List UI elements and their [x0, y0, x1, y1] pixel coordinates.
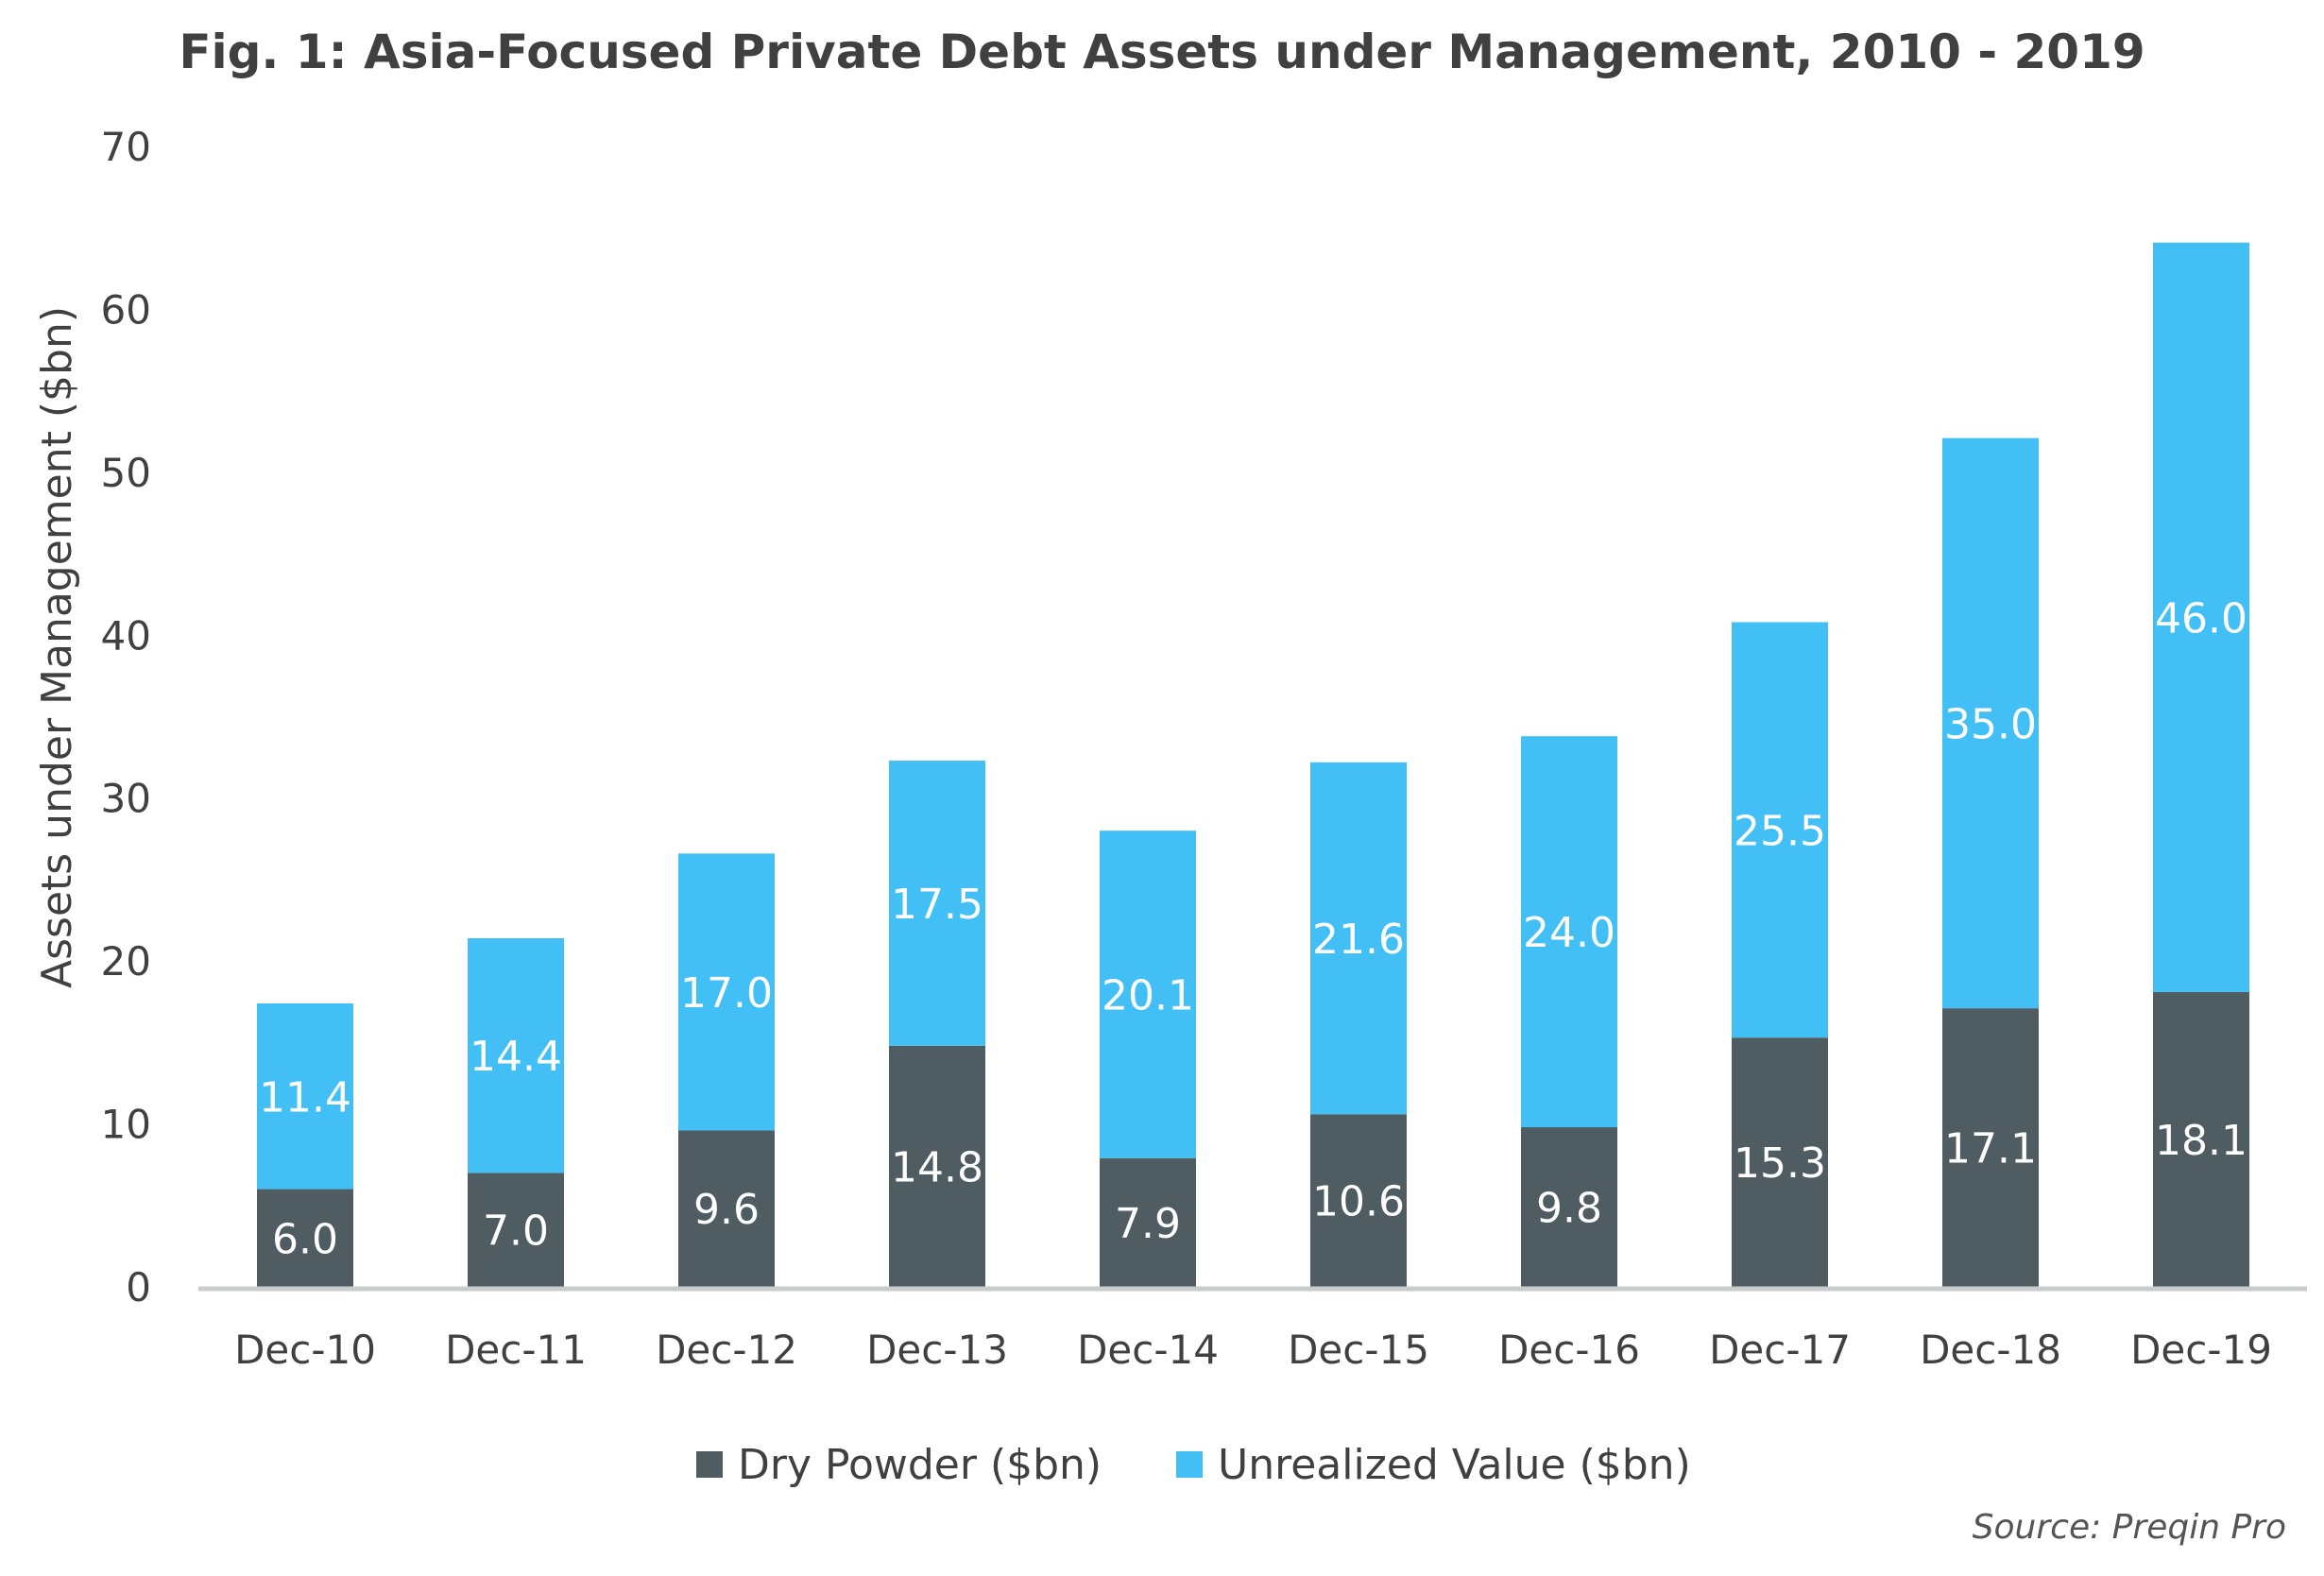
data-label: 6.0: [272, 1215, 338, 1263]
bar-dry-powder: [1100, 1157, 1196, 1287]
legend-label: Unrealized Value ($bn): [1218, 1441, 1691, 1489]
chart-title: Fig. 1: Asia-Focused Private Debt Assets…: [179, 25, 2145, 79]
x-tick-label: Dec-16: [1498, 1327, 1640, 1373]
y-tick-label: 60: [101, 286, 151, 333]
bar-unrealized-value: [2153, 242, 2249, 992]
x-tick-label: Dec-12: [656, 1327, 797, 1373]
data-label: 46.0: [2155, 594, 2247, 642]
bars-group: 6.0 11.4 7.0 14.4 9.6 17.0 14.8 17.5 7.9 20.1 10.6…: [257, 242, 2249, 1287]
bar-dry-powder: [257, 1189, 353, 1287]
bar-unrealized-value: [1100, 831, 1196, 1158]
x-tick-label: Dec-17: [1709, 1327, 1851, 1373]
data-label: 9.6: [693, 1186, 760, 1234]
data-label: 14.4: [470, 1033, 562, 1081]
bar-unrealized-value: [468, 938, 564, 1173]
legend-swatch: [1176, 1451, 1203, 1478]
data-label: 17.5: [891, 881, 983, 929]
x-tick-label: Dec-13: [866, 1327, 1008, 1373]
y-axis-label: Assets under Management ($bn): [33, 306, 81, 988]
data-label: 24.0: [1523, 909, 1615, 957]
y-tick-label: 70: [101, 124, 151, 170]
x-tick-label: Dec-10: [234, 1327, 376, 1373]
source-note: Source: Preqin Pro: [1973, 1508, 2286, 1547]
bar-unrealized-value: [1732, 622, 1828, 1038]
data-label: 17.1: [1944, 1125, 2037, 1173]
legend-swatch: [696, 1451, 723, 1478]
y-tick-label: 20: [101, 938, 151, 985]
y-tick-label: 30: [101, 776, 151, 822]
x-axis-ticks: Dec-10 Dec-11 Dec-12 Dec-13 Dec-14 Dec-15 Dec-…: [234, 1327, 2272, 1373]
x-tick-label: Dec-11: [445, 1327, 587, 1373]
y-axis-ticks: 0 10 20 30 40 50 60 70: [101, 124, 151, 1310]
bar-unrealized-value: [257, 1002, 353, 1190]
data-label: 14.8: [891, 1143, 983, 1191]
bar-dry-powder: [468, 1173, 564, 1287]
data-label: 35.0: [1944, 700, 2037, 748]
data-label: 7.9: [1115, 1200, 1181, 1248]
bar-dry-powder: [1732, 1037, 1828, 1287]
bar-unrealized-value: [1310, 762, 1407, 1115]
data-label: 18.1: [2155, 1117, 2247, 1165]
data-label: 10.6: [1312, 1178, 1405, 1226]
y-tick-label: 10: [101, 1102, 151, 1148]
data-label: 7.0: [483, 1208, 549, 1256]
x-tick-label: Dec-18: [1920, 1327, 2061, 1373]
bar-dry-powder: [1942, 1008, 2039, 1287]
legend-label: Dry Powder ($bn): [738, 1441, 1102, 1489]
y-tick-label: 40: [101, 612, 151, 659]
legend: Dry Powder ($bn) Unrealized Value ($bn): [696, 1441, 1691, 1489]
bar-unrealized-value: [1942, 437, 2039, 1009]
data-label: 9.8: [1536, 1185, 1602, 1233]
bar-dry-powder: [678, 1130, 775, 1287]
x-tick-label: Dec-14: [1077, 1327, 1219, 1373]
bar-unrealized-value: [1521, 736, 1617, 1128]
y-tick-label: 50: [101, 450, 151, 496]
data-label: 15.3: [1734, 1139, 1826, 1188]
bar-dry-powder: [1521, 1127, 1617, 1287]
data-label: 25.5: [1734, 807, 1826, 855]
data-label: 20.1: [1102, 971, 1194, 1019]
bar-dry-powder: [889, 1045, 985, 1287]
x-tick-label: Dec-19: [2130, 1327, 2272, 1373]
data-label: 21.6: [1312, 916, 1405, 964]
y-tick-label: 0: [126, 1264, 151, 1310]
bar-dry-powder: [1310, 1114, 1407, 1287]
x-tick-label: Dec-15: [1288, 1327, 1429, 1373]
data-label: 11.4: [259, 1073, 351, 1122]
bar-dry-powder: [2153, 991, 2249, 1287]
bar-unrealized-value: [889, 761, 985, 1046]
data-label: 17.0: [680, 969, 773, 1018]
bar-unrealized-value: [678, 853, 775, 1131]
